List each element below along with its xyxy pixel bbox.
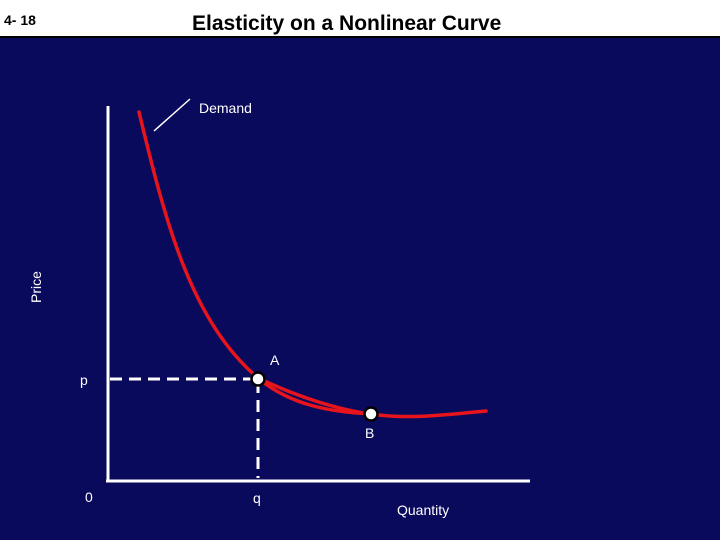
demand-curve (137, 110, 488, 419)
point-b-label: B (365, 425, 374, 441)
price-label: p (80, 372, 88, 388)
demand-label-pointer (153, 98, 191, 132)
y-axis-label: Price (28, 271, 44, 303)
slide-title: Elasticity on a Nonlinear Curve (192, 12, 502, 35)
arc-a-to-b (256, 376, 373, 416)
title-bar: 4- 18 Elasticity on a Nonlinear Curve (0, 0, 720, 38)
slide-number: 4- 18 (4, 12, 36, 28)
demand-label: Demand (199, 100, 252, 116)
point-a (250, 371, 266, 387)
x-axis-label: Quantity (397, 502, 449, 518)
quantity-label: q (253, 490, 261, 506)
origin-label: 0 (85, 489, 93, 505)
point-a-label: A (270, 352, 280, 368)
point-b (363, 406, 379, 422)
